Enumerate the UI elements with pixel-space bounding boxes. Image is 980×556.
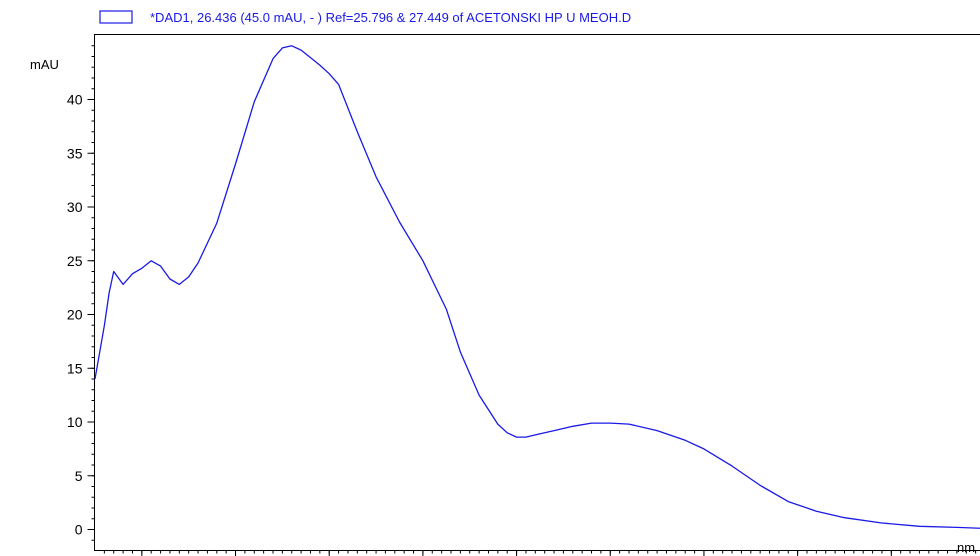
y-tick-label: 20 [67,307,83,323]
y-axis-label: mAU [30,57,59,72]
x-tick-label: 300 [505,555,529,556]
x-tick-label: 320 [599,555,623,556]
x-tick-label: 240 [224,555,248,556]
series-group [94,45,980,529]
y-tick-label: 0 [75,522,83,538]
y-tick-label: 30 [67,199,83,215]
legend: *DAD1, 26.436 (45.0 mAU, - ) Ref=25.796 … [99,10,631,25]
y-tick-label: 15 [67,360,83,376]
series-line [94,45,980,529]
y-tick-label: 35 [67,145,83,161]
axis-ticks: 0 5 10 15 20 25 30 35 40 220 240 260 280 300 320 340 360… [67,45,977,556]
x-tick-label: 280 [411,555,435,556]
plot-frame [94,34,980,551]
chart-title: *DAD1, 26.436 (45.0 mAU, - ) Ref=25.796 … [150,10,631,25]
x-tick-label: 340 [692,555,716,556]
y-tick-label: 40 [67,92,83,108]
x-tick-label: 380 [880,555,904,556]
x-tick-label: 220 [130,555,154,556]
x-tick-label: 260 [318,555,342,556]
x-axis-label: nm [957,540,975,555]
legend-swatch [99,10,133,24]
y-tick-label: 10 [67,414,83,430]
x-tick-label: 360 [786,555,810,556]
y-tick-label: 5 [75,468,83,484]
y-tick-label: 25 [67,253,83,269]
